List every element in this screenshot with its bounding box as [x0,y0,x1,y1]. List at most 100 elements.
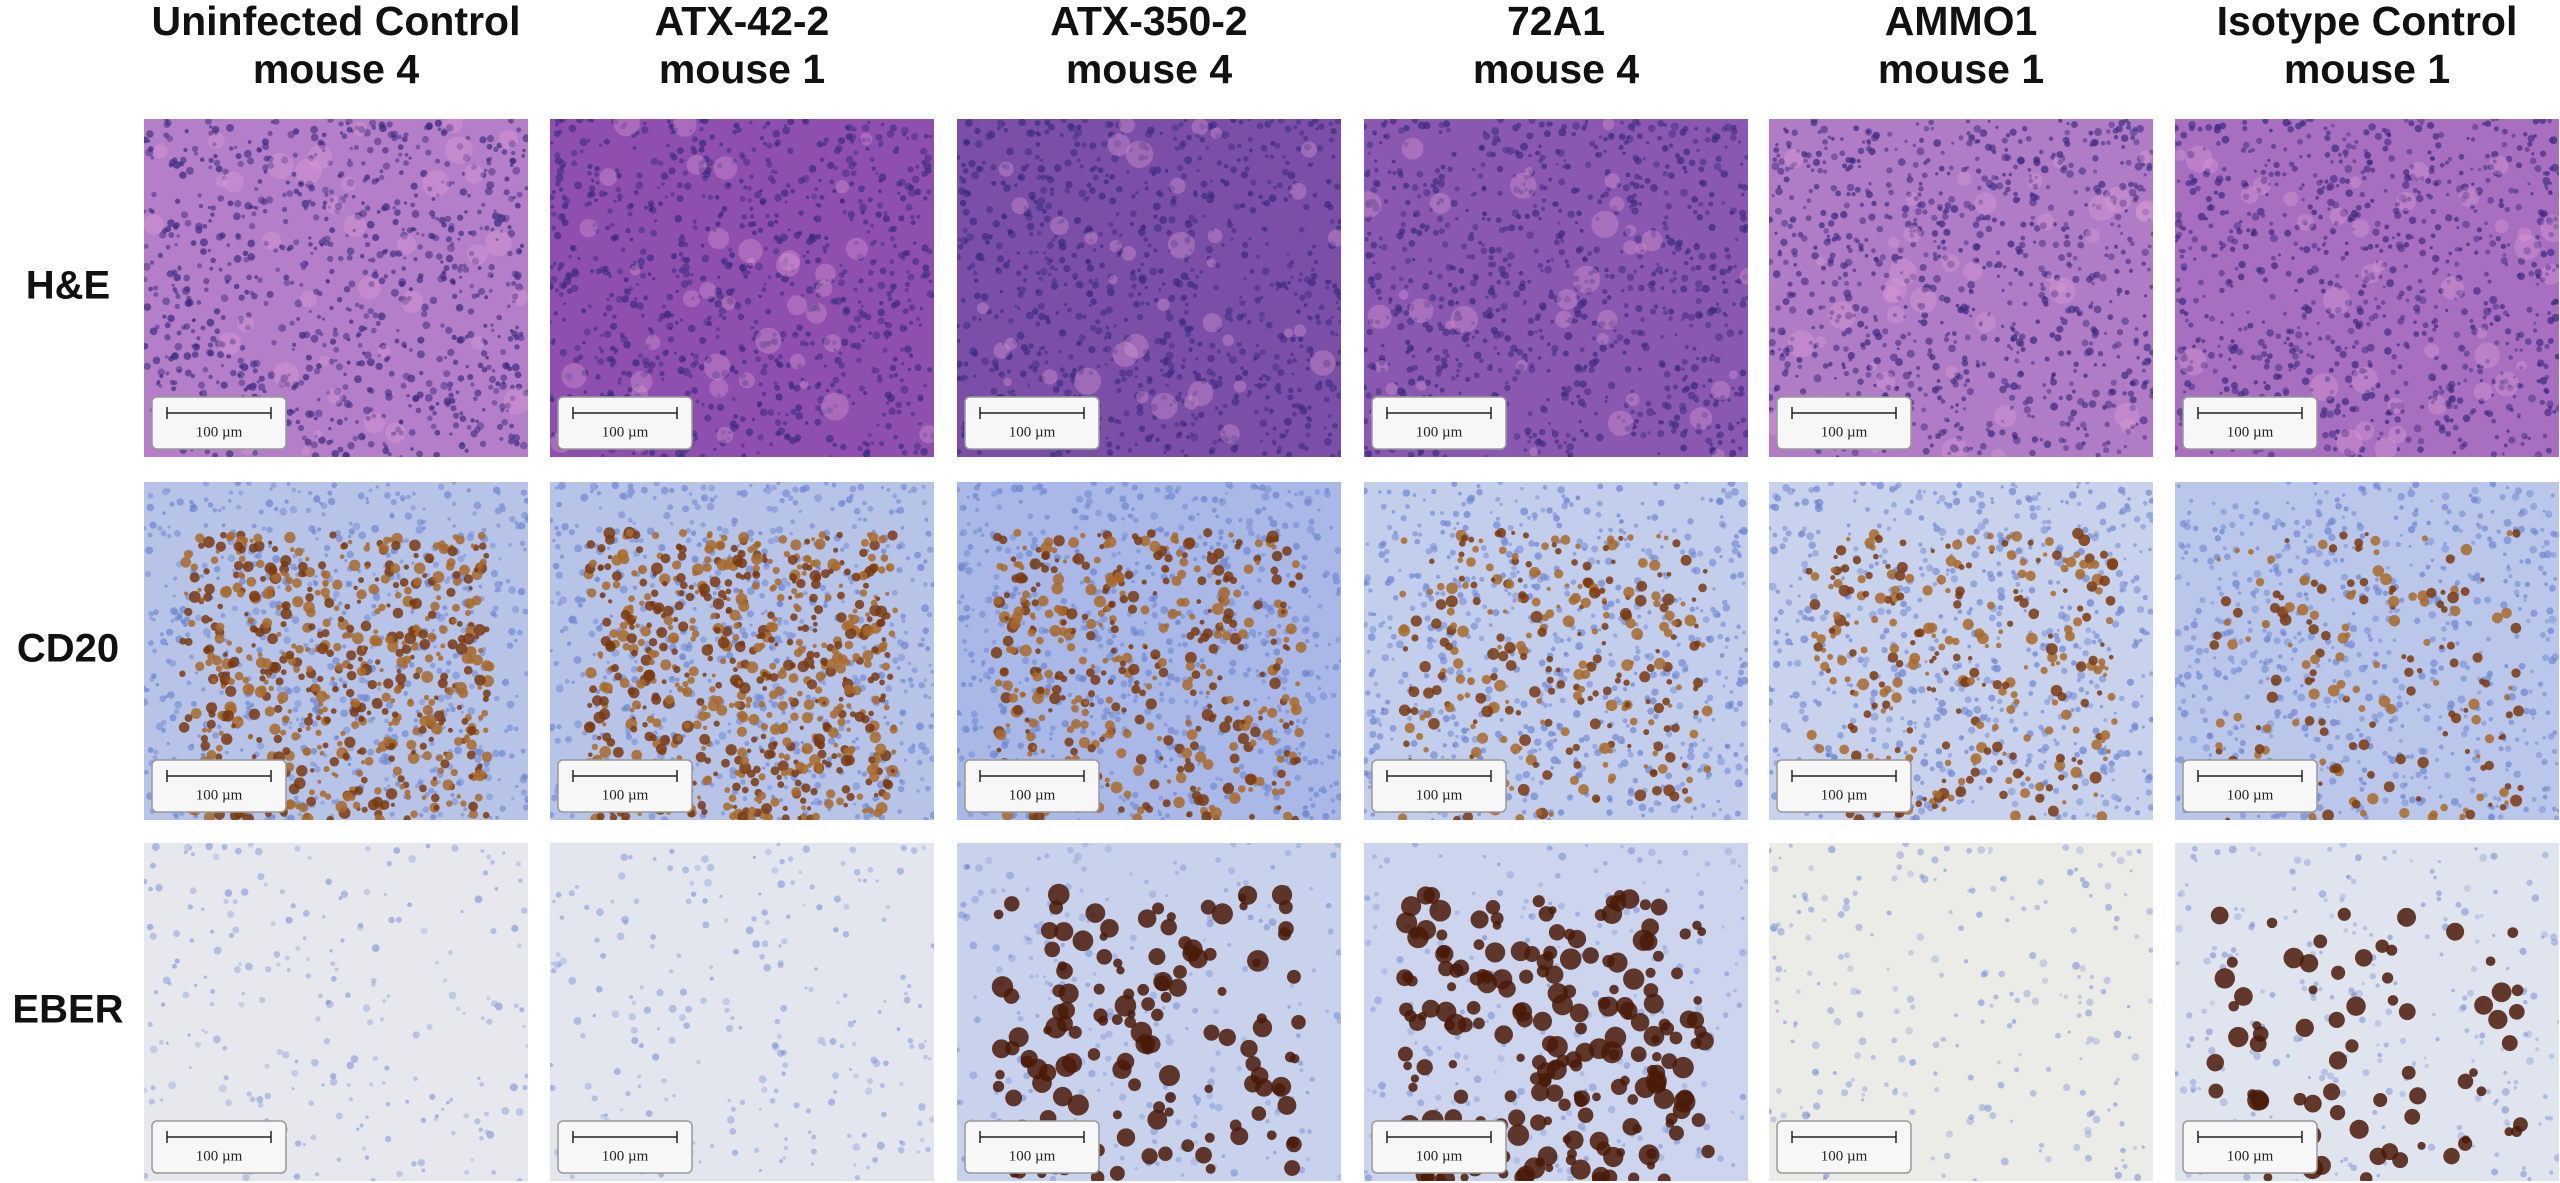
nucleus [191,145,199,152]
nucleus [176,330,182,336]
nucleus [263,170,268,174]
nucleus [1307,162,1312,167]
stroma [1524,166,1534,176]
nucleus [1724,123,1733,132]
nucleus [1665,234,1670,240]
nucleus [1840,305,1845,310]
nucleus [2083,229,2092,237]
nucleus [801,174,810,183]
nucleus [980,292,989,301]
nucleus [1803,205,1807,210]
stroma [1828,301,1856,330]
nucleus [1640,432,1647,439]
nucleus [2017,370,2024,378]
nucleus [806,385,812,391]
nucleus [1961,396,1967,402]
stroma [599,168,618,187]
nucleus [906,401,911,406]
nucleus [1140,301,1145,306]
nucleus [1791,129,1798,136]
nucleus [1621,288,1625,293]
nucleus [1543,130,1551,138]
nucleus [1038,375,1045,383]
nucleus [2260,169,2266,176]
nucleus [1857,378,1864,385]
nucleus [877,374,882,379]
nucleus [2081,441,2086,446]
nucleus [551,431,556,437]
nucleus [1653,304,1659,310]
nucleus [1274,142,1281,149]
nucleus [1118,233,1123,238]
nucleus [358,125,366,133]
nucleus [865,442,871,448]
nucleus [1795,374,1799,378]
nucleus [1916,365,1921,371]
nucleus [1478,144,1485,151]
nucleus [1465,376,1471,383]
nucleus [415,407,422,414]
nucleus [1266,179,1272,185]
nucleus [1323,426,1327,430]
nucleus [892,243,897,249]
stroma [919,425,934,444]
nucleus [1482,310,1490,319]
nucleus [1773,387,1779,393]
nucleus [1517,363,1525,372]
nucleus [1440,357,1448,364]
nucleus [1504,384,1511,392]
nucleus [2110,222,2115,227]
nucleus [876,202,884,209]
nucleus [2044,356,2050,362]
nucleus [313,416,318,421]
nucleus [1711,132,1720,141]
nucleus [427,415,433,422]
nucleus [2114,245,2119,249]
nucleus [868,287,874,293]
nucleus [1868,182,1872,186]
nucleus [1277,182,1283,189]
nucleus [739,346,746,353]
nucleus [2458,247,2463,252]
nucleus [589,119,594,123]
nucleus [1330,219,1335,224]
nucleus [691,387,698,395]
nucleus [1853,125,1860,132]
nucleus [1070,378,1077,384]
nucleus [1978,322,1983,327]
nucleus [1699,288,1703,292]
nucleus [1978,199,1984,205]
nucleus [1138,389,1145,396]
nucleus [2438,385,2443,390]
nucleus [1158,288,1162,292]
nucleus [308,242,313,247]
nucleus [813,302,819,308]
nucleus [2140,383,2148,390]
nucleus [1231,397,1240,406]
stroma [1555,310,1573,328]
nucleus [345,307,350,311]
nucleus [509,395,516,402]
nucleus [286,247,291,252]
nucleus [1497,190,1503,196]
nucleus [740,416,746,422]
nucleus [1579,347,1585,353]
nucleus [413,193,419,198]
nucleus [1013,183,1018,188]
nucleus [832,376,840,384]
nucleus [747,186,752,191]
nucleus [1134,375,1138,379]
nucleus [1974,156,1980,162]
nucleus [1168,368,1175,375]
nucleus [200,157,205,162]
nucleus [2527,134,2535,143]
nucleus [420,303,429,312]
nucleus [997,126,1001,131]
nucleus [1662,306,1666,310]
nucleus [1665,203,1672,210]
nucleus [1000,180,1006,186]
nucleus [813,282,821,290]
nucleus [501,381,506,385]
nucleus [1365,251,1373,259]
nucleus [1528,119,1536,124]
